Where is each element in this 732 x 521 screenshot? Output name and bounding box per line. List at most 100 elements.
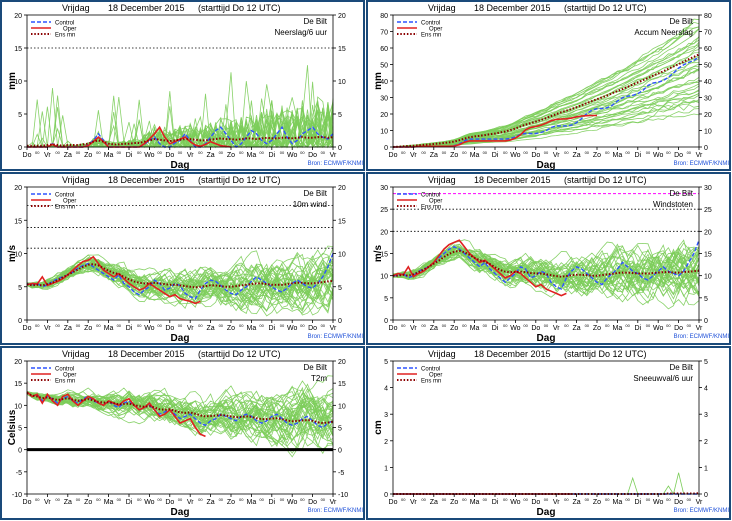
y-tick-label-left: 15 (14, 218, 22, 225)
ensemble-members (627, 472, 685, 495)
x-tick-label: Vr (696, 325, 703, 332)
control-series-line (393, 239, 700, 290)
y-tick-label-right: 3 (704, 412, 708, 419)
y-tick-label-left: 15 (380, 252, 388, 259)
panel-gust: Vrijdag 18 December 2015 (starttijd Do 12 … (373, 175, 729, 344)
x-tick-label: Vr (553, 499, 560, 506)
x-tick-label: Do (165, 325, 174, 332)
legend-label: Ens mn (55, 33, 75, 39)
y-tick-label-right: 15 (338, 381, 346, 388)
y-axis-label: m/s (373, 244, 384, 262)
x-tick-label: Zo (450, 152, 458, 159)
y-tick-label-right: 30 (704, 185, 712, 192)
x-tick-label-00: 00 (280, 323, 285, 328)
y-tick-label-right: 1 (704, 465, 708, 472)
x-tick-label-00: 00 (137, 497, 142, 502)
location-label: De Bilt (303, 189, 327, 198)
legend-label: Control (55, 193, 74, 199)
x-tick-label: Di (634, 152, 641, 159)
legend-label: Control (421, 21, 440, 27)
x-tick-label-00: 00 (137, 323, 142, 328)
x-tick-label: Zo (227, 325, 235, 332)
x-tick-label: Za (64, 499, 72, 506)
x-tick-label: Za (573, 325, 581, 332)
x-tick-label-00: 00 (625, 150, 630, 155)
y-tick-label-left: 10 (14, 252, 22, 259)
x-tick-label: Ma (470, 499, 480, 506)
source-label: Bron: ECMWF/KNMI (674, 161, 730, 167)
y-tick-label-left: 20 (14, 13, 22, 20)
oper-series-line (393, 114, 597, 148)
y-tick-label-left: 2 (384, 439, 388, 446)
ensemble-member-line (26, 267, 334, 307)
y-tick-label-right: 20 (704, 112, 712, 119)
y-tick-label-right: 25 (704, 207, 712, 214)
x-tick-label-00: 00 (605, 323, 610, 328)
ensemble-member-line (392, 241, 700, 292)
x-tick-label: Vr (187, 499, 194, 506)
x-tick-label: Ma (470, 152, 480, 159)
x-tick-label-00: 00 (462, 150, 467, 155)
y-tick-label-right: 0 (704, 318, 708, 325)
x-tick-label: Di (126, 152, 133, 159)
ensemble-member-line (26, 260, 334, 315)
x-tick-label: Do (674, 325, 683, 332)
x-tick-label: Do (165, 152, 174, 159)
x-tick-label: Za (64, 152, 72, 159)
header-run: (starttijd Do 12 UTC) (198, 349, 281, 359)
plot-area (392, 360, 700, 495)
x-tick-label-00: 00 (687, 150, 692, 155)
ensemble-member-line (392, 255, 700, 295)
x-tick-label-00: 00 (300, 150, 305, 155)
x-tick-label: Za (207, 325, 215, 332)
y-axis-label: m/s (7, 244, 18, 262)
y-tick-label-right: 20 (338, 13, 346, 20)
control-series-line (26, 391, 334, 429)
x-tick-label-00: 00 (178, 323, 183, 328)
x-tick-label: Ma (104, 152, 114, 159)
y-tick-label-left: 30 (380, 185, 388, 192)
x-tick-label-00: 00 (687, 323, 692, 328)
panel-accum: Vrijdag 18 December 2015 (starttijd Do 12 … (373, 3, 729, 171)
y-tick-label-right: 0 (704, 492, 708, 499)
y-tick-label-left: 5 (18, 285, 22, 292)
header-date: 18 December 2015 (108, 3, 185, 13)
x-tick-label-00: 00 (564, 497, 569, 502)
location-label: De Bilt (669, 17, 693, 26)
x-tick-label-00: 00 (523, 497, 528, 502)
legend-label: Control (55, 21, 74, 27)
legend-label: Oper (429, 373, 442, 379)
x-tick-label-00: 00 (55, 150, 60, 155)
x-tick-label: Ma (104, 325, 114, 332)
x-tick-label: Do (23, 152, 32, 159)
x-tick-label: Di (268, 325, 275, 332)
x-tick-label: Vr (696, 499, 703, 506)
x-tick-label-00: 00 (483, 323, 488, 328)
x-tick-label: Wo (144, 499, 154, 506)
chart-title: Windstoten (653, 200, 693, 209)
legend-label: Oper (63, 373, 76, 379)
x-tick-label: Wo (144, 152, 154, 159)
y-tick-label-left: 0 (384, 318, 388, 325)
x-tick-label-00: 00 (198, 150, 203, 155)
ensemble-member-line (26, 262, 334, 298)
header-day: Vrijdag (62, 175, 90, 185)
panel-frame-accum (366, 0, 731, 171)
header-date: 18 December 2015 (108, 349, 185, 359)
x-axis-label: Dag (537, 160, 556, 171)
x-tick-label: Do (308, 499, 317, 506)
x-tick-label: Ma (104, 499, 114, 506)
x-tick-label: Zo (84, 499, 92, 506)
source-label: Bron: ECMWF/KNMI (308, 161, 364, 167)
oper-series-line (26, 255, 201, 305)
y-tick-label-right: 10 (704, 274, 712, 281)
x-tick-label-00: 00 (157, 323, 162, 328)
x-axis-label: Dag (537, 507, 556, 518)
y-tick-label-left: 10 (14, 79, 22, 86)
x-axis-label: Dag (171, 160, 190, 171)
x-tick-label: Wo (510, 325, 520, 332)
y-tick-label-left: 10 (380, 129, 388, 136)
